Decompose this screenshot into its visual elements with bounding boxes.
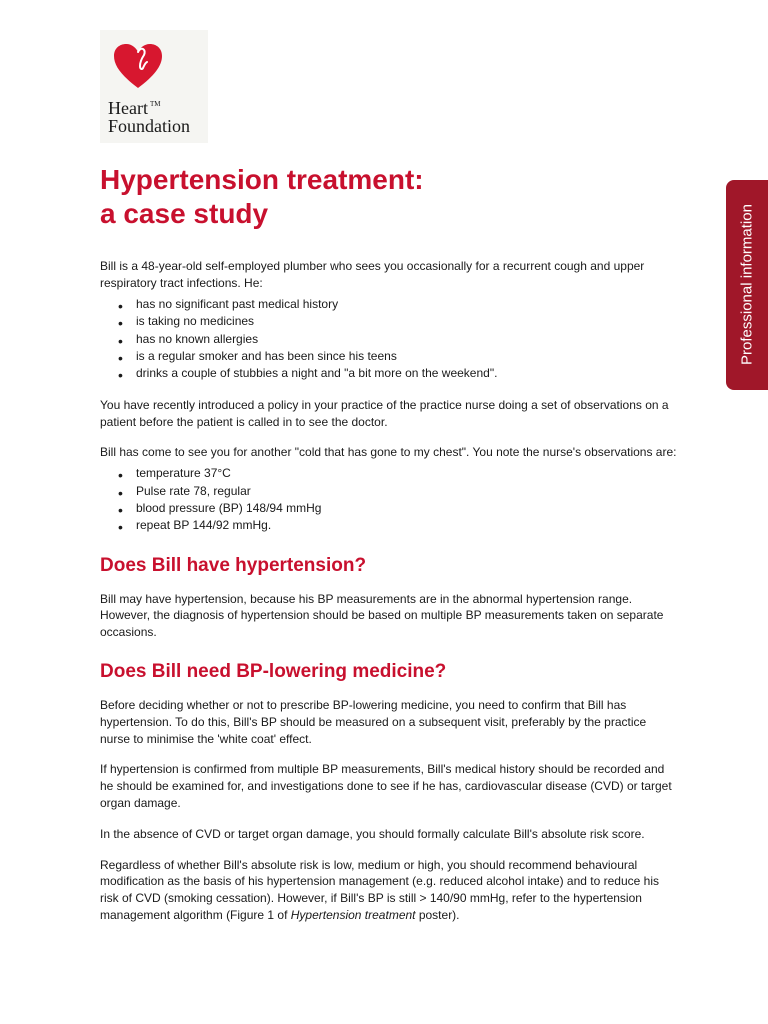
list-item: blood pressure (BP) 148/94 mmHg [118,500,678,517]
section2-para4: Regardless of whether Bill's absolute ri… [100,857,678,924]
list-item: has no significant past medical history [118,296,678,313]
logo-line1: Heart [108,98,148,118]
logo-text: HeartTM Foundation [108,99,190,135]
observations-list: temperature 37°C Pulse rate 78, regular … [100,465,678,535]
page-title: Hypertension treatment:a case study [100,163,678,230]
list-item: temperature 37°C [118,465,678,482]
section2-para1: Before deciding whether or not to prescr… [100,697,678,747]
section1-heading: Does Bill have hypertension? [100,555,678,577]
document-page: HeartTM Foundation Hypertension treatmen… [0,0,768,968]
section2-para2: If hypertension is confirmed from multip… [100,761,678,811]
intro-lead: Bill is a 48-year-old self-employed plum… [100,258,678,292]
list-item: is a regular smoker and has been since h… [118,348,678,365]
list-item: repeat BP 144/92 mmHg. [118,517,678,534]
para4-italic: Hypertension treatment [291,908,416,922]
list-item: is taking no medicines [118,313,678,330]
intro-bullets: has no significant past medical history … [100,296,678,383]
logo-block: HeartTM Foundation [100,30,208,143]
para4-text-b: poster). [416,908,460,922]
list-item: Pulse rate 78, regular [118,483,678,500]
section1-para: Bill may have hypertension, because his … [100,591,678,641]
side-tab-label: Professional information [739,180,756,390]
intro-para3: Bill has come to see you for another "co… [100,444,678,461]
section2-heading: Does Bill need BP-lowering medicine? [100,661,678,683]
section2-para3: In the absence of CVD or target organ da… [100,826,678,843]
list-item: has no known allergies [118,331,678,348]
logo-tm: TM [150,100,161,108]
list-item: drinks a couple of stubbies a night and … [118,365,678,382]
heart-foundation-logo-icon [112,42,164,90]
logo-line2: Foundation [108,117,190,135]
professional-info-tab[interactable]: Professional information [726,180,768,390]
intro-para2: You have recently introduced a policy in… [100,397,678,431]
